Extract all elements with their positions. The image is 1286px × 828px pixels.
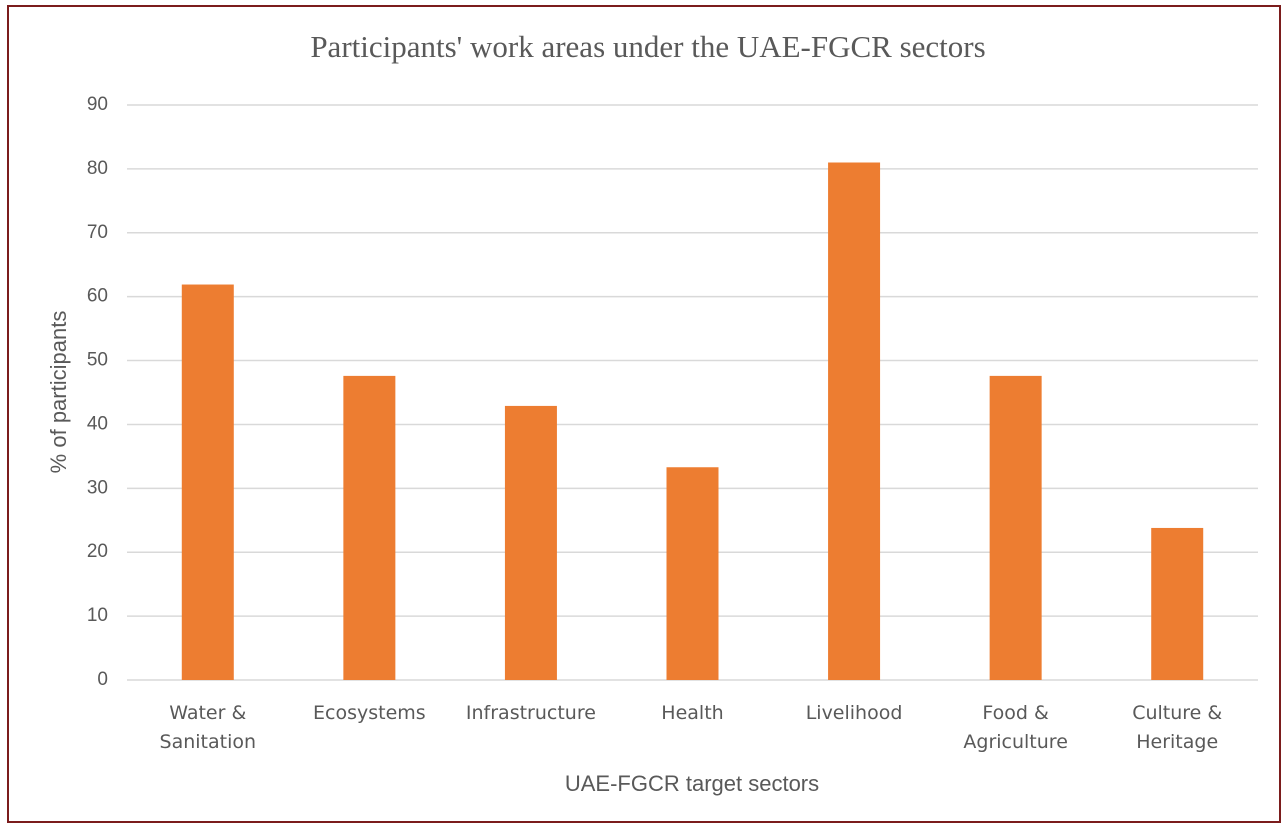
bar: [666, 467, 719, 680]
x-tick-label: Water & Sanitation: [159, 702, 257, 753]
x-tick-label: Culture & Heritage: [1132, 702, 1223, 753]
y-tick-label: 20: [87, 541, 108, 562]
y-tick-label: 60: [87, 286, 108, 307]
bar: [828, 162, 881, 680]
bar: [504, 405, 557, 680]
y-tick-label: 90: [87, 94, 108, 115]
y-tick-label: 0: [97, 669, 108, 690]
bar: [989, 375, 1042, 680]
bar: [1151, 527, 1204, 680]
y-tick-label: 80: [87, 158, 108, 179]
chart-title: Participants' work areas under the UAE-F…: [310, 29, 985, 64]
x-tick-label: Health: [661, 702, 724, 724]
y-tick-label: 50: [87, 350, 108, 371]
y-tick-label: 40: [87, 413, 108, 434]
x-tick-label: Food & Agriculture: [963, 702, 1068, 753]
y-tick-label: 70: [87, 222, 108, 243]
bar: [181, 284, 234, 680]
y-tick-label: 10: [87, 605, 108, 626]
y-axis-label: % of participants: [46, 311, 71, 474]
x-tick-label: Livelihood: [805, 702, 903, 724]
bar: [343, 375, 396, 680]
x-axis-label: UAE-FGCR target sectors: [565, 771, 819, 796]
x-tick-label: Ecosystems: [313, 702, 426, 724]
y-tick-label: 30: [87, 477, 108, 498]
x-tick-label: Infrastructure: [465, 702, 596, 724]
